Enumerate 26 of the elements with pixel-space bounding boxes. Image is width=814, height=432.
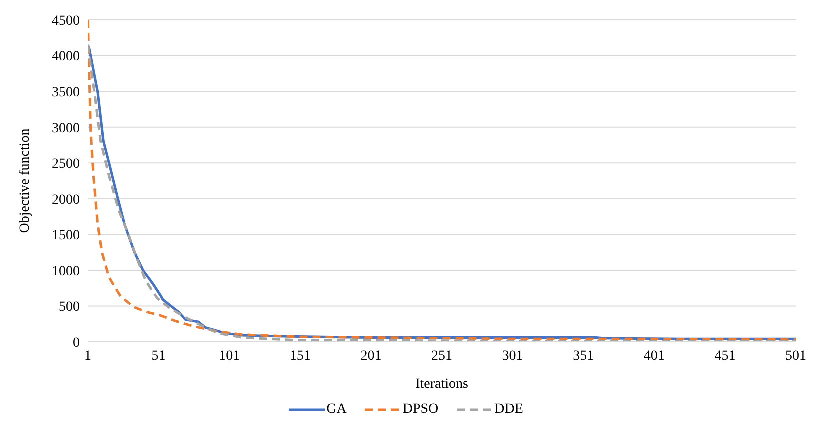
y-tick-label: 3500 — [52, 86, 80, 101]
x-tick-label: 251 — [432, 348, 452, 364]
y-tick-label: 4500 — [52, 14, 80, 29]
legend-label: DPSO — [402, 402, 439, 418]
x-tick-label: 101 — [219, 348, 240, 364]
x-tick-label: 1 — [84, 348, 92, 364]
x-tick-label: 201 — [360, 348, 382, 364]
y-tick-label: 500 — [59, 300, 80, 316]
y-tick-label: 3000 — [52, 121, 80, 136]
y-tick-label: 1500 — [52, 228, 80, 244]
y-tick-label: 2000 — [52, 192, 80, 208]
x-tick-label: 51 — [152, 348, 166, 364]
x-tick-label: 401 — [644, 348, 665, 364]
x-axis-title: Iterations — [416, 377, 468, 392]
y-axis-title: Objective function — [18, 128, 33, 234]
y-tick-label: 1000 — [52, 264, 80, 280]
y-tick-label: 0 — [73, 336, 80, 351]
x-tick-label: 151 — [290, 348, 311, 364]
y-tick-label: 2500 — [52, 157, 80, 172]
x-tick-label: 351 — [573, 348, 594, 364]
legend-label: GA — [326, 402, 347, 418]
x-tick-label: 451 — [714, 348, 736, 364]
y-tick-label: 4000 — [52, 50, 80, 65]
x-tick-label: 501 — [786, 348, 806, 364]
legend-label: DDE — [494, 402, 524, 418]
x-tick-label: 301 — [502, 348, 524, 364]
